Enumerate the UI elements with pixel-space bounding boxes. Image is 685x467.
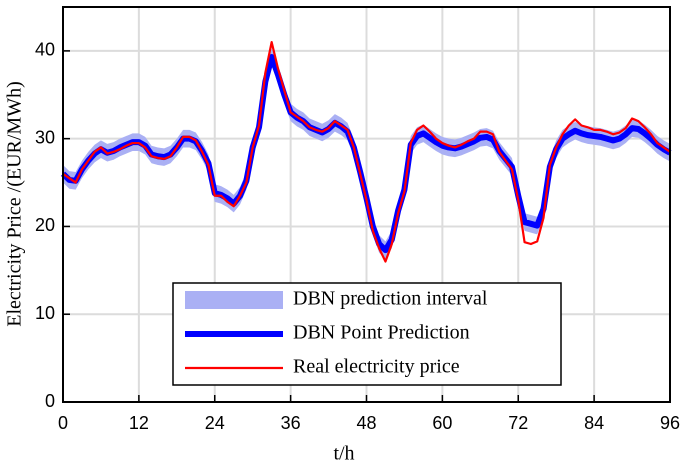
legend-label: DBN Point Prediction (293, 322, 470, 344)
legend-label: DBN prediction interval (293, 288, 488, 310)
x-tick-label: 12 (129, 413, 149, 433)
series-line (62, 41, 671, 263)
x-tick-label: 0 (58, 413, 68, 433)
x-tick-label: 84 (584, 413, 604, 433)
x-tick-label: 60 (432, 413, 452, 433)
plot-frame (62, 6, 671, 403)
x-tick-label: 24 (205, 413, 225, 433)
y-axis-label: Electricity Price /(EUR/MWh) (4, 81, 26, 326)
x-tick-label: 36 (281, 413, 301, 433)
x-tick-label: 96 (660, 413, 680, 433)
legend-swatch (185, 291, 283, 309)
y-tick-label: 0 (45, 391, 55, 411)
y-tick-label: 20 (35, 215, 55, 235)
legend-label: Real electricity price (293, 356, 460, 378)
y-tick-label: 40 (35, 40, 55, 60)
y-tick-label: 30 (35, 127, 55, 147)
x-tick-label: 48 (356, 413, 376, 433)
y-tick-label: 10 (35, 303, 55, 323)
x-tick-label: 72 (508, 413, 528, 433)
x-axis-label: t/h (333, 443, 354, 465)
